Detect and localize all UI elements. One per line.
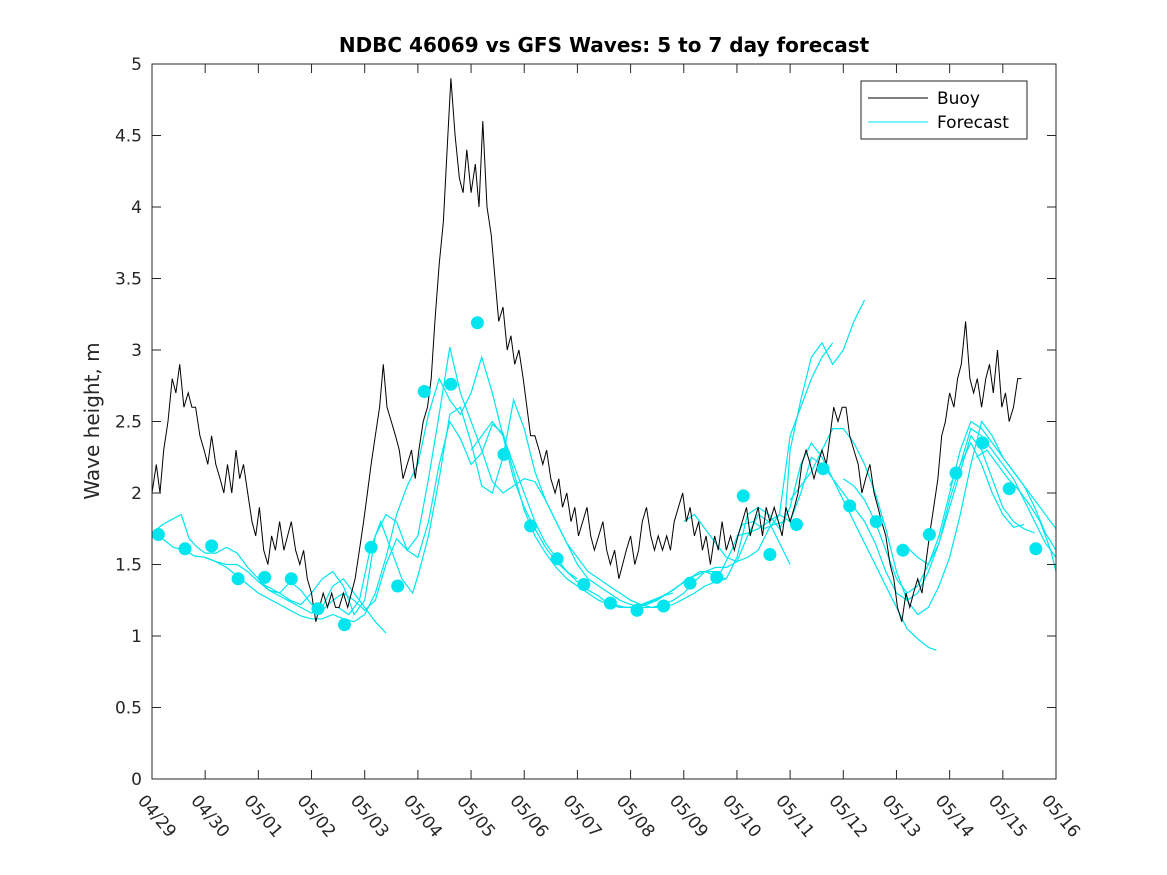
y-tick-label: 0 (131, 770, 142, 790)
forecast-marker-19 (657, 599, 671, 613)
forecast-marker-1 (178, 542, 192, 556)
forecast-marker-17 (603, 596, 617, 610)
forecast-line-11 (896, 420, 1056, 566)
forecast-marker-9 (391, 579, 405, 593)
forecast-marker-25 (816, 462, 830, 476)
forecast-marker-12 (470, 316, 484, 330)
y-tick-label: 4.5 (115, 127, 142, 147)
forecast-marker-11 (444, 377, 458, 391)
y-axis-label: Wave height, m (80, 342, 104, 499)
forecast-marker-10 (417, 385, 431, 398)
forecast-marker-29 (922, 528, 936, 541)
forecast-marker-6 (311, 602, 325, 616)
forecast-marker-7 (338, 618, 351, 632)
y-tick-label: 5 (131, 55, 142, 75)
forecast-marker-14 (524, 519, 538, 533)
forecast-marker-26 (843, 499, 857, 513)
forecast-line-6 (603, 299, 866, 608)
forecast-marker-13 (497, 447, 511, 461)
forecast-marker-4 (258, 570, 272, 584)
forecast-marker-24 (790, 518, 803, 531)
forecast-marker-23 (763, 548, 777, 561)
forecast-line-7 (683, 342, 834, 563)
forecast-marker-33 (1029, 542, 1043, 556)
forecast-line-2 (204, 419, 674, 614)
y-tick-label: 2 (131, 484, 142, 504)
forecast-marker-18 (630, 603, 644, 617)
legend: Buoy Forecast (860, 80, 1028, 140)
forecast-marker-16 (577, 578, 591, 591)
y-tick-label: 3 (131, 341, 142, 361)
forecast-marker-22 (736, 489, 750, 503)
series-layer (152, 78, 1056, 651)
y-tick-label: 0.5 (115, 699, 142, 719)
plot-area: 00.511.522.533.544.55 04/29 04/30 05/01 05/… (115, 55, 1084, 842)
legend-forecast-label: Forecast (937, 113, 1009, 133)
forecast-marker-28 (896, 543, 910, 557)
forecast-line-12 (949, 441, 1025, 528)
buoy-line (152, 78, 1022, 622)
chart-title: NDBC 46069 vs GFS Waves: 5 to 7 day fore… (339, 33, 870, 57)
y-tick-label: 3.5 (115, 270, 142, 290)
forecast-marker-15 (550, 552, 564, 566)
forecast-marker-5 (284, 572, 298, 586)
forecast-marker-27 (869, 515, 883, 529)
forecast-marker-31 (976, 436, 990, 450)
y-tick-label: 2.5 (115, 413, 142, 433)
y-tick-label: 4 (131, 198, 142, 218)
axes-background (152, 64, 1056, 779)
y-tick-label: 1.5 (115, 556, 142, 576)
forecast-marker-32 (1002, 482, 1016, 496)
forecast-line-4 (337, 397, 791, 616)
forecast-line-8 (736, 434, 1035, 602)
legend-buoy-label: Buoy (937, 89, 980, 109)
y-tick-label: 1 (131, 627, 142, 647)
forecast-line-13 (975, 449, 1056, 572)
forecast-marker-20 (683, 576, 697, 590)
y-axis: 0 0.5 1 1.5 2 2.5 3 3.5 4 4.5 5 (115, 55, 1056, 790)
forecast-marker-0 (152, 528, 165, 541)
forecast-marker-21 (710, 570, 724, 584)
forecast-marker-3 (231, 572, 245, 586)
forecast-marker-30 (949, 466, 963, 480)
forecast-marker-8 (364, 540, 378, 554)
forecast-line-3 (258, 346, 727, 616)
forecast-marker-2 (205, 539, 219, 553)
legend-box (860, 80, 1028, 140)
